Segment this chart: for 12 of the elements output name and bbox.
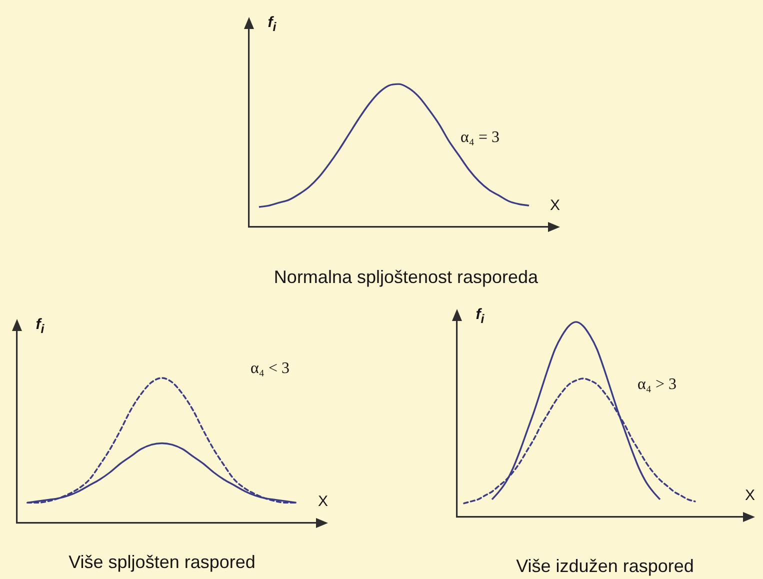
text: Normalna spljoštenost rasporeda xyxy=(274,267,538,288)
x-axis-title: X xyxy=(550,196,560,214)
annotation: α₄ > 3 xyxy=(638,376,676,394)
text: Više izdužen raspored xyxy=(516,556,694,577)
y-axis-title: f$_{i}$ xyxy=(268,14,276,35)
annotation: α₄ = 3 xyxy=(460,129,500,147)
y-axis-title: f$_{i}$ xyxy=(36,316,44,337)
x-axis-title: X xyxy=(318,492,328,510)
text: Više spljošten raspored xyxy=(68,552,256,573)
text: α₄ < 3 xyxy=(250,360,290,378)
x-axis-title: X xyxy=(744,486,756,504)
y-axis-title: f$_{i}$ xyxy=(476,306,484,327)
